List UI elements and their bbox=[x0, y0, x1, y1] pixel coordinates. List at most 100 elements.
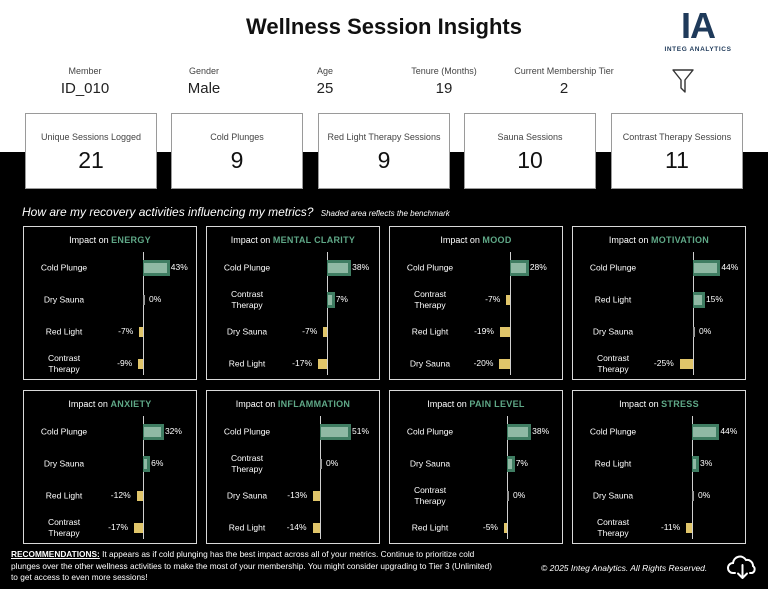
filter-funnel-icon[interactable] bbox=[672, 68, 694, 94]
impact-row: Contrast Therapy -17% bbox=[24, 514, 196, 542]
panel-title-prefix: Impact on bbox=[68, 399, 108, 409]
impact-bar bbox=[692, 491, 694, 501]
impact-row: Dry Sauna 0% bbox=[24, 286, 196, 314]
impact-panel-mental-clarity: Impact on MENTAL CLARITY Cold Plunge 38% Co… bbox=[206, 226, 380, 380]
activity-label: Contrast Therapy bbox=[47, 353, 81, 374]
impact-row: Cold Plunge 44% bbox=[573, 418, 745, 446]
tier-value: 2 bbox=[559, 80, 569, 97]
impact-bar bbox=[144, 427, 161, 437]
cloud-download-icon[interactable] bbox=[727, 553, 759, 581]
age-stat: Age 25 bbox=[295, 66, 355, 97]
panel-metric-name: STRESS bbox=[661, 399, 699, 409]
impact-row: Dry Sauna 6% bbox=[24, 450, 196, 478]
impact-percent: -12% bbox=[110, 490, 131, 500]
activity-label: Cold Plunge bbox=[40, 426, 88, 437]
impact-row: Dry Sauna 0% bbox=[573, 482, 745, 510]
activity-label: Dry Sauna bbox=[592, 490, 634, 501]
impact-percent: -7% bbox=[485, 294, 501, 304]
tenure-stat: Tenure (Months) 19 bbox=[399, 66, 489, 97]
impact-row: Cold Plunge 43% bbox=[24, 254, 196, 282]
copyright: © 2025 Integ Analytics. All Rights Reser… bbox=[541, 563, 708, 573]
impact-percent: -14% bbox=[286, 522, 307, 532]
activity-label: Cold Plunge bbox=[589, 262, 637, 273]
impact-panel-anxiety: Impact on ANXIETY Cold Plunge 32% Dry Sauna… bbox=[23, 390, 197, 544]
impact-percent: 7% bbox=[335, 294, 348, 304]
panel-title-prefix: Impact on bbox=[440, 235, 480, 245]
impact-bar bbox=[693, 459, 696, 469]
panel-title: Impact on INFLAMMATION bbox=[207, 399, 379, 409]
panel-title-prefix: Impact on bbox=[69, 235, 109, 245]
impact-percent: 7% bbox=[515, 458, 528, 468]
impact-row: Cold Plunge 28% bbox=[390, 254, 562, 282]
activity-label: Cold Plunge bbox=[40, 262, 88, 273]
impact-row: Cold Plunge 32% bbox=[24, 418, 196, 446]
impact-bar bbox=[508, 459, 512, 469]
impact-bar bbox=[506, 295, 510, 305]
kpi-value: 11 bbox=[665, 147, 689, 173]
impact-row: Contrast Therapy -25% bbox=[573, 350, 745, 378]
page-title: Wellness Session Insights bbox=[246, 14, 522, 39]
impact-bar bbox=[138, 359, 143, 369]
activity-label: Contrast Therapy bbox=[596, 353, 630, 374]
activity-label: Dry Sauna bbox=[43, 458, 85, 469]
activity-label: Red Light bbox=[45, 490, 83, 501]
kpi-card-red-light: Red Light Therapy Sessions 9 bbox=[318, 113, 450, 189]
zero-axis bbox=[510, 252, 511, 375]
panel-title: Impact on PAIN LEVEL bbox=[390, 399, 562, 409]
impact-row: Red Light -7% bbox=[24, 318, 196, 346]
impact-bar bbox=[693, 327, 695, 337]
member-label: Member bbox=[68, 66, 102, 76]
impact-row: Cold Plunge 44% bbox=[573, 254, 745, 282]
impact-bar bbox=[312, 523, 320, 533]
impact-bar bbox=[499, 359, 510, 369]
impact-bar bbox=[508, 427, 529, 437]
member-stat: Member ID_010 bbox=[40, 66, 130, 97]
tier-label: Current Membership Tier bbox=[514, 66, 614, 76]
impact-row: Dry Sauna -20% bbox=[390, 350, 562, 378]
impact-bar bbox=[499, 327, 510, 337]
panel-title: Impact on STRESS bbox=[573, 399, 745, 409]
activity-label: Contrast Therapy bbox=[413, 289, 447, 310]
impact-bar bbox=[694, 295, 702, 305]
impact-row: Dry Sauna -13% bbox=[207, 482, 379, 510]
kpi-card-contrast-therapy: Contrast Therapy Sessions 11 bbox=[611, 113, 743, 189]
activity-label: Red Light bbox=[411, 326, 449, 337]
activity-label: Dry Sauna bbox=[409, 358, 451, 369]
kpi-card-cold-plunges: Cold Plunges 9 bbox=[171, 113, 303, 189]
impact-bar bbox=[144, 263, 167, 273]
impact-panel-pain-level: Impact on PAIN LEVEL Cold Plunge 38% Dry Sa… bbox=[389, 390, 563, 544]
activity-label: Cold Plunge bbox=[223, 262, 271, 273]
activity-label: Dry Sauna bbox=[409, 458, 451, 469]
kpi-card-sauna: Sauna Sessions 10 bbox=[464, 113, 596, 189]
panel-metric-name: INFLAMMATION bbox=[277, 399, 351, 409]
impact-percent: 6% bbox=[151, 458, 164, 468]
impact-percent: 44% bbox=[720, 426, 738, 436]
impact-percent: 0% bbox=[149, 294, 162, 304]
activity-label: Red Light bbox=[594, 458, 632, 469]
activity-label: Dry Sauna bbox=[592, 326, 634, 337]
kpi-label: Contrast Therapy Sessions bbox=[622, 132, 732, 142]
impact-bar bbox=[321, 427, 349, 437]
impact-row: Dry Sauna -7% bbox=[207, 318, 379, 346]
activity-label: Contrast Therapy bbox=[596, 517, 630, 538]
impact-percent: 44% bbox=[721, 262, 739, 272]
activity-label: Red Light bbox=[45, 326, 83, 337]
logo-name: INTEG ANALYTICS bbox=[664, 46, 732, 53]
kpi-label: Unique Sessions Logged bbox=[40, 132, 142, 142]
impact-row: Cold Plunge 51% bbox=[207, 418, 379, 446]
panel-metric-name: ENERGY bbox=[111, 235, 151, 245]
activity-label: Cold Plunge bbox=[223, 426, 271, 437]
zero-axis bbox=[693, 252, 694, 375]
activity-label: Dry Sauna bbox=[226, 490, 268, 501]
impact-panel-motivation: Impact on MOTIVATION Cold Plunge 44% Red Li… bbox=[572, 226, 746, 380]
logo-mark: IA bbox=[681, 5, 716, 46]
kpi-value: 10 bbox=[517, 147, 543, 173]
impact-panel-mood: Impact on MOOD Cold Plunge 28% Contrast The… bbox=[389, 226, 563, 380]
impact-row: Red Light -5% bbox=[390, 514, 562, 542]
panel-title: Impact on MENTAL CLARITY bbox=[207, 235, 379, 245]
impact-percent: -17% bbox=[292, 358, 312, 368]
section-question: How are my recovery activities influenci… bbox=[22, 205, 450, 219]
recommendations-text: It appears as if cold plunging has the b… bbox=[11, 549, 492, 582]
impact-percent: -11% bbox=[660, 522, 681, 532]
impact-bar bbox=[136, 491, 143, 501]
